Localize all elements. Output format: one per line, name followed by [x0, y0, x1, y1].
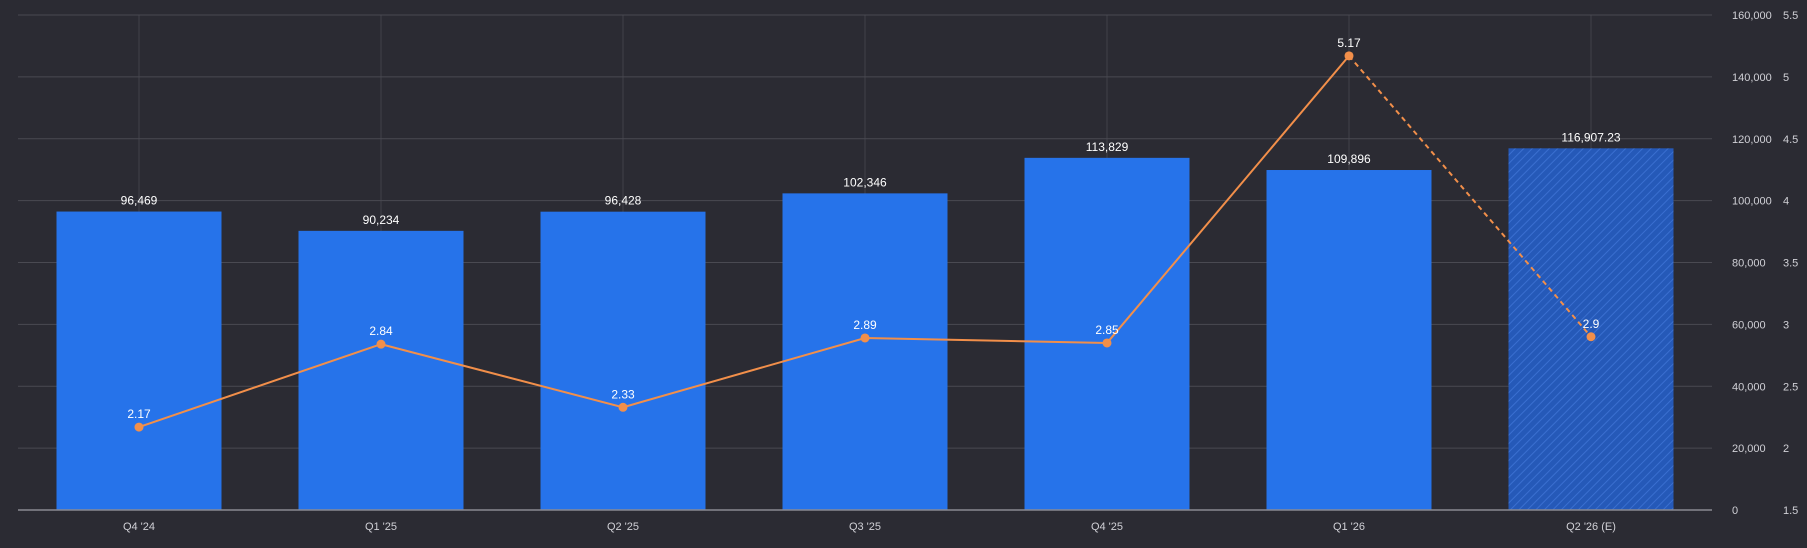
y-right-tick-label: 5	[1783, 72, 1789, 84]
bar-value-label: 116,907.23	[1561, 130, 1620, 144]
y-left-tick-label: 80,000	[1732, 258, 1766, 270]
y-right-tick-label: 3	[1783, 319, 1789, 331]
y-right-tick-label: 5.5	[1783, 10, 1798, 22]
bar	[298, 230, 464, 510]
line-series-actual	[138, 55, 1350, 429]
line-value-label: 2.89	[853, 318, 877, 332]
line-point	[1586, 332, 1596, 342]
x-tick-label: Q4 '25	[1091, 521, 1123, 533]
label-layer: 96,469 90,234 96,428 102,346 113,829 109,896 1…	[121, 36, 1621, 421]
line-point	[1102, 338, 1112, 348]
line-value-label: 2.85	[1095, 323, 1119, 337]
line-layer	[134, 51, 1596, 432]
x-tick-label: Q2 '25	[607, 521, 639, 533]
y-left-tick-label: 140,000	[1732, 72, 1772, 84]
y-left-tick-label: 20,000	[1732, 443, 1766, 455]
line-point	[1344, 51, 1354, 61]
x-tick-label: Q1 '26	[1333, 521, 1365, 533]
bar-value-label: 90,234	[363, 213, 400, 227]
y-right-tick-label: 4.5	[1783, 134, 1798, 146]
y-left-tick-label: 40,000	[1732, 381, 1766, 393]
y-right-tick-label: 1.5	[1783, 505, 1798, 517]
bar	[1266, 170, 1432, 510]
line-point	[134, 422, 144, 432]
y-left-tick-label: 120,000	[1732, 134, 1772, 146]
bar	[1508, 148, 1674, 511]
y-left-tick-label: 100,000	[1732, 196, 1772, 208]
bar	[56, 211, 222, 511]
bar	[1024, 157, 1190, 510]
bar-value-label: 96,428	[605, 194, 642, 208]
bar	[540, 211, 706, 510]
y-right-tick-label: 3.5	[1783, 258, 1798, 270]
y-right-tick-label: 2	[1783, 443, 1789, 455]
line-value-label: 5.17	[1337, 36, 1361, 50]
x-tick-label: Q2 '26 (E)	[1566, 521, 1616, 533]
bar-value-label: 109,896	[1327, 152, 1371, 166]
line-value-label: 2.9	[1583, 317, 1600, 331]
line-value-label: 2.17	[127, 407, 151, 421]
bar-layer	[56, 148, 1674, 511]
line-series-estimated	[1348, 55, 1592, 338]
x-tick-label: Q4 '24	[123, 521, 155, 533]
bar-value-label: 96,469	[121, 194, 158, 208]
y-right-tick-label: 4	[1783, 196, 1789, 208]
bar	[782, 193, 948, 510]
line-value-label: 2.84	[369, 324, 393, 338]
bar-value-label: 113,829	[1086, 140, 1129, 154]
x-tick-label: Q3 '25	[849, 521, 881, 533]
y-left-tick-label: 60,000	[1732, 319, 1766, 331]
y-right-tick-label: 2.5	[1783, 381, 1798, 393]
y-left-tick-label: 160,000	[1732, 10, 1772, 22]
y-left-tick-label: 0	[1732, 505, 1738, 517]
x-tick-label: Q1 '25	[365, 521, 397, 533]
line-point	[618, 402, 628, 412]
line-value-label: 2.33	[611, 387, 635, 401]
line-point	[376, 339, 386, 349]
bar-value-label: 102,346	[843, 175, 887, 189]
line-point	[860, 333, 870, 343]
axis-layer: 0 20,000 40,000 60,000 80,000 100,000 120,000 1…	[18, 10, 1798, 533]
